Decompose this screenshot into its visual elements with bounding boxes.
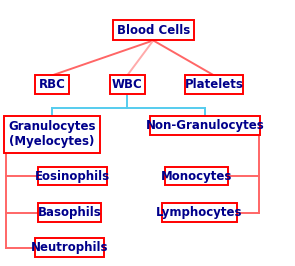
FancyBboxPatch shape <box>113 20 194 40</box>
FancyBboxPatch shape <box>165 167 228 185</box>
FancyBboxPatch shape <box>38 203 101 222</box>
FancyBboxPatch shape <box>110 75 145 94</box>
Text: Lymphocytes: Lymphocytes <box>156 206 243 219</box>
FancyBboxPatch shape <box>162 203 237 222</box>
Text: Neutrophils: Neutrophils <box>31 241 108 254</box>
FancyBboxPatch shape <box>35 238 104 257</box>
FancyBboxPatch shape <box>35 75 69 94</box>
Text: Blood Cells: Blood Cells <box>117 23 190 36</box>
Text: Granulocytes
(Myelocytes): Granulocytes (Myelocytes) <box>8 120 96 148</box>
FancyBboxPatch shape <box>38 167 107 185</box>
Text: RBC: RBC <box>39 78 65 91</box>
Text: WBC: WBC <box>112 78 143 91</box>
FancyBboxPatch shape <box>185 75 243 94</box>
FancyBboxPatch shape <box>150 116 260 135</box>
Text: Non-Granulocytes: Non-Granulocytes <box>146 119 265 132</box>
FancyBboxPatch shape <box>4 116 100 153</box>
Text: Platelets: Platelets <box>185 78 243 91</box>
Text: Monocytes: Monocytes <box>161 169 232 182</box>
Text: Eosinophils: Eosinophils <box>35 169 110 182</box>
Text: Basophils: Basophils <box>37 206 101 219</box>
